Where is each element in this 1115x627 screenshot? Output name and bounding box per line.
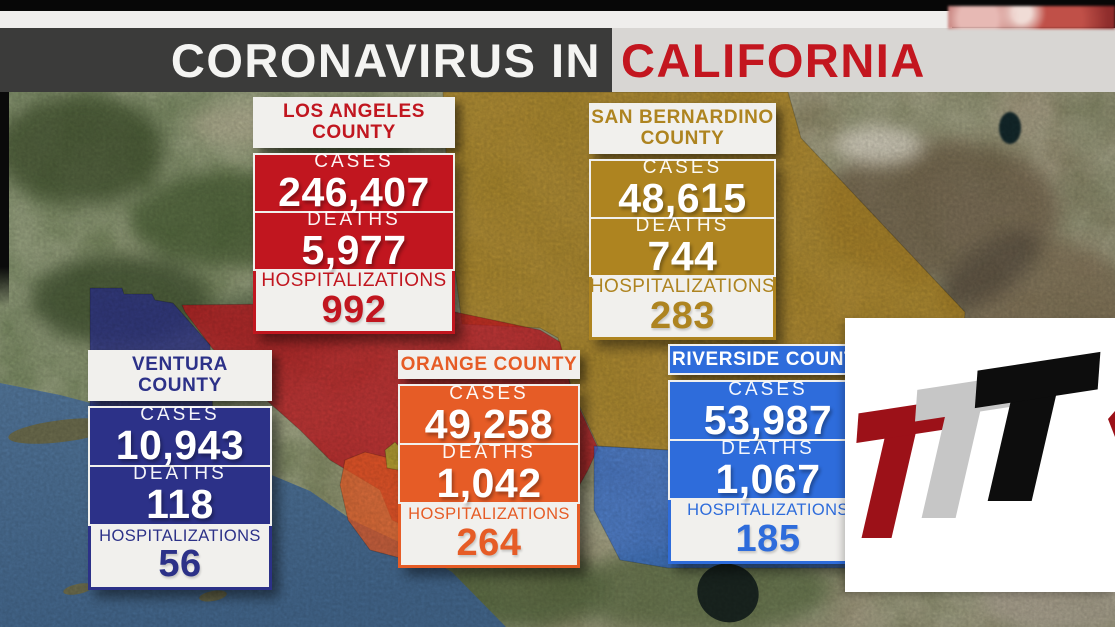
- cases-value: 49,258: [424, 400, 554, 447]
- hospitalizations-section: HOSPITALIZATIONS 185: [668, 500, 868, 565]
- cases-value: 246,407: [278, 168, 430, 215]
- title-banner-dark-section: CORONAVIRUS IN: [0, 28, 612, 92]
- county-card-riverside: RIVERSIDE COUNTY CASES 53,987 DEATHS 1,0…: [668, 344, 870, 565]
- title-text-main: CORONAVIRUS IN: [170, 33, 601, 87]
- hospitalizations-section: HOSPITALIZATIONS 992: [253, 270, 455, 334]
- cases-section: CASES 10,943: [88, 404, 272, 469]
- hospitalizations-section: HOSPITALIZATIONS 56: [88, 525, 272, 590]
- hospitalizations-label: HOSPITALIZATIONS: [687, 501, 849, 520]
- deaths-value: 1,042: [436, 459, 542, 506]
- deaths-label: DEATHS: [307, 208, 401, 230]
- county-name: ORANGE COUNTY: [400, 354, 578, 375]
- cases-section: CASES 246,407: [253, 150, 455, 215]
- county-card-ventura: VENTURA COUNTY CASES 10,943 DEATHS 118 H…: [88, 350, 272, 590]
- hospitalizations-label: HOSPITALIZATIONS: [261, 270, 447, 291]
- county-stats-panel: CASES 48,615 DEATHS 744 HOSPITALIZATIONS…: [589, 156, 776, 340]
- deaths-label: DEATHS: [442, 441, 536, 463]
- deaths-value: 5,977: [301, 226, 407, 273]
- logo-edge-fragment: [1108, 411, 1115, 437]
- cases-label: CASES: [314, 150, 394, 172]
- deaths-section: DEATHS 5,977: [253, 208, 455, 273]
- cases-label: CASES: [140, 404, 220, 426]
- title-banner: CORONAVIRUS IN CALIFORNIA: [0, 28, 1115, 92]
- hospitalizations-value: 992: [321, 289, 387, 332]
- hospitalizations-label: HOSPITALIZATIONS: [589, 276, 776, 297]
- county-card-orange: ORANGE COUNTY CASES 49,258 DEATHS 1,042 …: [398, 350, 580, 569]
- logo-t-black: [974, 351, 1101, 501]
- station-watermark: [845, 318, 1115, 592]
- cases-section: CASES 48,615: [589, 156, 776, 221]
- cases-section: CASES 49,258: [398, 382, 580, 447]
- county-name: VENTURA COUNTY: [131, 354, 229, 397]
- county-stats-panel: CASES 10,943 DEATHS 118 HOSPITALIZATIONS…: [88, 404, 272, 590]
- deaths-label: DEATHS: [133, 463, 227, 485]
- deaths-value: 1,067: [715, 455, 821, 502]
- deaths-value: 118: [146, 481, 214, 528]
- county-stats-panel: CASES 246,407 DEATHS 5,977 HOSPITALIZATI…: [253, 150, 455, 334]
- county-name-header: SAN BERNARDINO COUNTY: [589, 103, 776, 154]
- deaths-label: DEATHS: [721, 437, 815, 459]
- county-card-san-bernardino: SAN BERNARDINO COUNTY CASES 48,615 DEATH…: [589, 103, 776, 340]
- cases-value: 53,987: [703, 396, 833, 443]
- county-stats-panel: CASES 49,258 DEATHS 1,042 HOSPITALIZATIO…: [398, 382, 580, 569]
- deaths-section: DEATHS 1,042: [398, 441, 580, 506]
- left-edge-bar: [0, 90, 9, 430]
- hospitalizations-section: HOSPITALIZATIONS 283: [589, 276, 776, 340]
- hospitalizations-section: HOSPITALIZATIONS 264: [398, 504, 580, 569]
- cases-section: CASES 53,987: [668, 378, 868, 443]
- county-stats-panel: CASES 53,987 DEATHS 1,067 HOSPITALIZATIO…: [668, 378, 868, 565]
- hospitalizations-value: 264: [456, 522, 522, 565]
- corner-video-thumbnail: [948, 6, 1115, 29]
- top-white-strip: [0, 11, 952, 28]
- county-name-header: ORANGE COUNTY: [398, 350, 580, 380]
- cases-label: CASES: [449, 382, 529, 404]
- deaths-section: DEATHS 744: [589, 214, 776, 279]
- county-name: SAN BERNARDINO COUNTY: [591, 107, 774, 150]
- deaths-section: DEATHS 118: [88, 463, 272, 528]
- hospitalizations-label: HOSPITALIZATIONS: [408, 505, 570, 524]
- ttt-logo: [856, 351, 1115, 538]
- cases-value: 48,615: [618, 174, 747, 221]
- county-name: RIVERSIDE COUNTY: [672, 349, 870, 370]
- deaths-value: 744: [647, 232, 718, 279]
- cases-value: 10,943: [115, 422, 245, 469]
- hospitalizations-value: 185: [735, 518, 801, 561]
- title-text-accent: CALIFORNIA: [621, 33, 926, 87]
- cases-label: CASES: [728, 378, 808, 400]
- county-name-header: RIVERSIDE COUNTY: [668, 344, 870, 376]
- hospitalizations-label: HOSPITALIZATIONS: [99, 526, 261, 545]
- deaths-section: DEATHS 1,067: [668, 437, 868, 502]
- title-banner-light-section: CALIFORNIA: [612, 28, 1115, 92]
- county-name: LOS ANGELES COUNTY: [282, 101, 426, 144]
- deaths-label: DEATHS: [635, 214, 730, 236]
- top-letterbox-bar: [0, 0, 1115, 11]
- county-card-los-angeles: LOS ANGELES COUNTY CASES 246,407 DEATHS …: [253, 97, 455, 334]
- county-name-header: LOS ANGELES COUNTY: [253, 97, 455, 148]
- hospitalizations-value: 283: [650, 295, 715, 338]
- county-name-header: VENTURA COUNTY: [88, 350, 272, 401]
- hospitalizations-value: 56: [158, 543, 202, 586]
- cases-label: CASES: [642, 156, 723, 178]
